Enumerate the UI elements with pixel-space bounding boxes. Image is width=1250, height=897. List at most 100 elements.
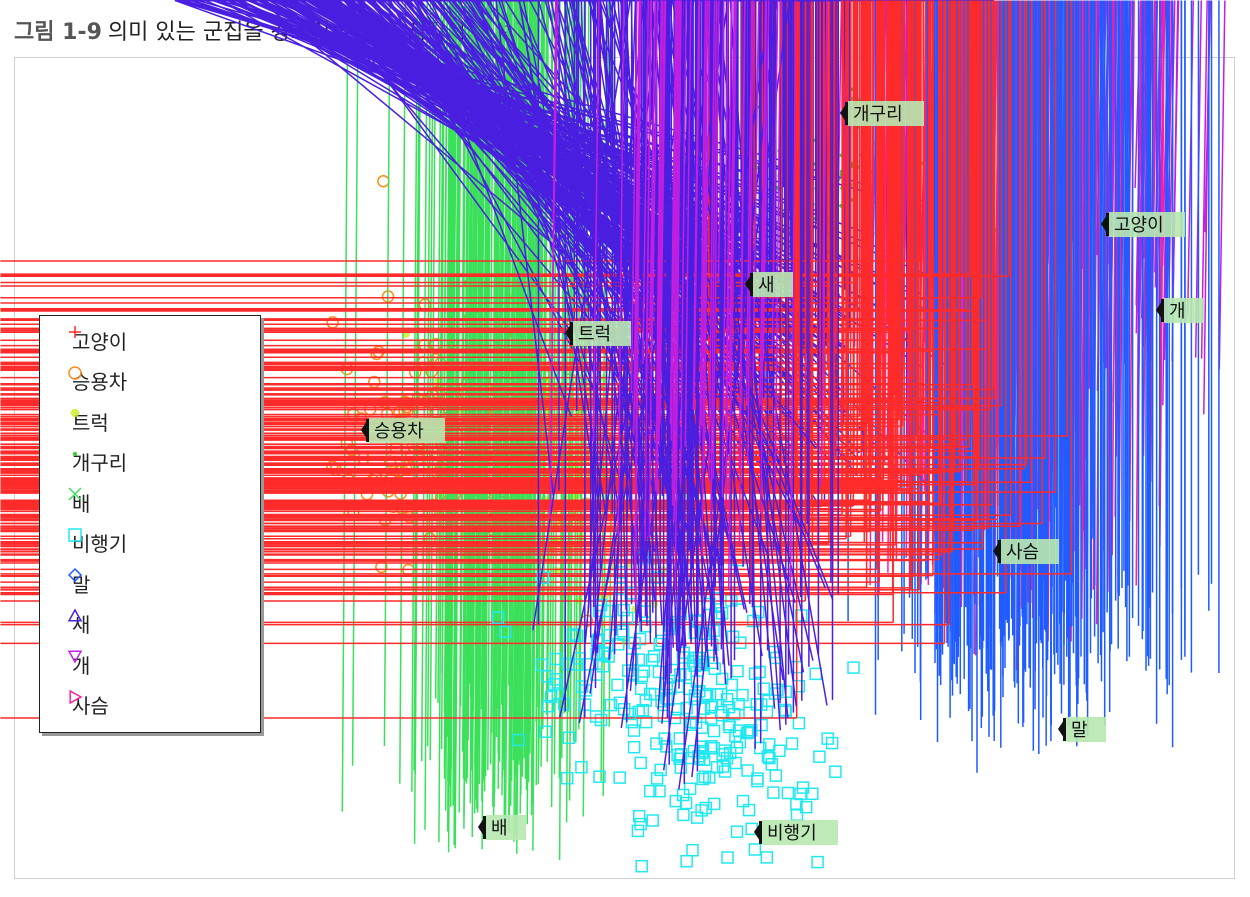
data-point: [0, 0, 1043, 525]
data-point: [0, 0, 1021, 527]
legend-item: 개: [62, 646, 90, 682]
data-point: [593, 770, 606, 783]
data-point: [611, 678, 624, 692]
data-point: [575, 760, 588, 774]
data-point: [699, 801, 713, 815]
svg-text:개: 개: [1169, 301, 1186, 322]
legend-item: 고양이: [62, 322, 127, 358]
cluster-label: 말: [1058, 717, 1106, 742]
data-point: [813, 750, 826, 763]
data-point: [0, 0, 920, 591]
data-point: [548, 678, 561, 691]
data-point: [632, 809, 646, 823]
data-point: [759, 0, 767, 406]
svg-text:새: 새: [758, 275, 775, 296]
data-point: [811, 855, 824, 869]
data-point: [720, 693, 734, 706]
data-point: [0, 0, 983, 550]
data-point: [679, 796, 693, 810]
data-point: [0, 0, 894, 460]
data-point: [632, 653, 646, 666]
data-point: [671, 0, 679, 491]
dot-marker-icon: [72, 451, 78, 456]
data-point: [652, 665, 666, 679]
data-point: [0, 0, 953, 472]
data-point: [705, 698, 719, 712]
data-point: [673, 752, 686, 766]
data-point: [692, 0, 700, 410]
data-point: [1159, 0, 1166, 547]
data-point: [0, 0, 925, 403]
data-point: [589, 710, 603, 723]
data-point: [677, 808, 690, 822]
data-point: [617, 603, 631, 617]
data-point: [630, 0, 638, 394]
data-point: [674, 0, 682, 376]
data-point: [0, 0, 886, 459]
data-point: [707, 724, 721, 738]
data-point: [639, 715, 653, 729]
data-point: [627, 740, 641, 754]
data-point: [746, 0, 754, 466]
data-point: [847, 661, 860, 674]
data-point: [693, 685, 706, 698]
data-point: [712, 0, 720, 480]
data-point: [696, 772, 709, 786]
cluster-label: 개구리: [840, 101, 924, 126]
data-point: [0, 0, 975, 532]
data-points: [0, 0, 1226, 873]
data-point: [731, 664, 744, 678]
data-point: [697, 702, 711, 715]
data-point: [634, 817, 647, 831]
data-point: [0, 0, 798, 719]
legend-item: 트럭: [62, 403, 109, 439]
data-point: [708, 0, 716, 482]
legend-item: 비행기: [62, 525, 127, 561]
data-point: [718, 744, 732, 757]
data-point: [781, 786, 795, 800]
data-point: [0, 0, 864, 430]
data-point: [653, 637, 667, 651]
data-point: [0, 0, 835, 287]
data-point: [551, 687, 564, 700]
data-point: [1186, 0, 1194, 316]
data-point: [760, 851, 774, 864]
data-point: [560, 771, 574, 785]
data-point: [0, 0, 1073, 575]
cluster-label: 비행기: [754, 820, 838, 845]
data-point: [825, 736, 839, 750]
data-point: [647, 650, 661, 663]
data-point: [701, 0, 709, 556]
data-point: [377, 174, 390, 188]
data-point: [710, 0, 718, 520]
data-point: [603, 604, 617, 618]
data-point: [0, 0, 987, 521]
cluster-label: 배: [478, 815, 526, 840]
data-point: [644, 0, 652, 541]
diamond-marker-icon: [67, 567, 83, 583]
data-point: [0, 0, 996, 400]
data-point: [658, 732, 671, 745]
legend-item: 개구리: [62, 444, 127, 480]
triangle-down-marker-icon: [67, 650, 83, 664]
data-point: [721, 0, 729, 498]
data-point: [645, 653, 659, 667]
data-point: [745, 0, 753, 407]
data-point: [0, 0, 881, 513]
data-point: [757, 682, 770, 695]
data-point: [656, 0, 664, 496]
data-point: [684, 0, 692, 447]
data-point: [0, 0, 880, 583]
cluster-label: 개: [1156, 298, 1204, 323]
data-point: [762, 694, 775, 707]
data-point: [562, 731, 576, 745]
star-marker-icon: [70, 408, 80, 418]
plus-marker-icon: [69, 326, 81, 338]
svg-text:말: 말: [1071, 720, 1088, 741]
legend-label: 새: [72, 613, 91, 637]
data-point: [705, 740, 718, 753]
data-point: [751, 774, 764, 788]
data-point: [0, 0, 1003, 407]
data-point: [741, 726, 754, 740]
data-point: [742, 725, 755, 739]
